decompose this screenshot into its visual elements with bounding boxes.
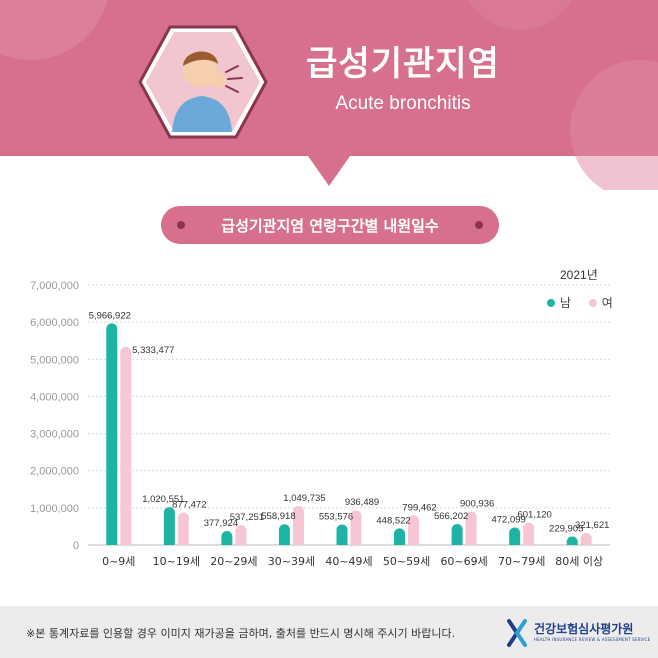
bar-chart: 0 1,000,000 2,000,000 3,000,000 4,000,000 5,0…	[30, 280, 610, 568]
x-tick-label: 0~9세	[102, 555, 135, 568]
bar-female	[465, 511, 477, 545]
chart-legend: 남 여	[547, 294, 613, 311]
value-label-female: 537,251	[230, 512, 264, 523]
x-tick-label: 30~39세	[268, 555, 315, 568]
value-label-male: 229,905	[549, 523, 583, 534]
bar-female	[350, 510, 362, 545]
bar-female	[408, 515, 420, 545]
bar-male	[394, 528, 406, 545]
chart-title: 급성기관지염 연령구간별 내원일수	[221, 217, 439, 235]
bar-female	[292, 506, 304, 545]
footer: ※본 통계자료를 인용할 경우 이미지 재가공을 금하며, 출처를 반드시 명시…	[0, 606, 658, 658]
y-tick-label: 5,000,000	[30, 354, 79, 366]
header-banner: 급성기관지염 Acute bronchitis	[0, 0, 658, 190]
bar-female	[177, 512, 189, 545]
y-tick-label: 4,000,000	[30, 391, 79, 403]
value-label-male: 377,924	[204, 518, 238, 529]
x-tick-label: 70~79세	[498, 555, 545, 568]
hira-logo-icon	[507, 619, 527, 647]
value-label-male: 566,202	[434, 511, 468, 522]
bar-male	[221, 530, 233, 545]
value-label-female: 321,621	[575, 520, 609, 531]
value-label-female: 1,049,735	[283, 493, 325, 504]
y-axis-ticks: 0 1,000,000 2,000,000 3,000,000 4,000,000 5,0…	[30, 280, 79, 552]
chart-title-pill: 급성기관지염 연령구간별 내원일수	[161, 206, 499, 244]
page-title-english: Acute bronchitis	[335, 93, 471, 114]
pill-dot-left	[177, 221, 185, 229]
bar-female	[120, 346, 132, 545]
bar-male	[336, 524, 348, 545]
value-label-female: 936,489	[345, 497, 379, 508]
year-label: 2021년	[560, 268, 598, 282]
x-tick-label: 50~59세	[383, 555, 430, 568]
y-tick-label: 3,000,000	[30, 429, 79, 441]
x-tick-label: 40~49세	[325, 555, 372, 568]
value-label-female: 877,472	[172, 499, 206, 510]
chart-bars	[106, 323, 592, 545]
coughing-person-icon	[138, 25, 268, 139]
bar-male	[163, 507, 175, 545]
value-label-male: 5,966,922	[89, 310, 131, 321]
legend-female-dot	[588, 298, 597, 307]
bar-male	[566, 536, 578, 545]
logo-name: 건강보험심사평가원	[534, 622, 634, 636]
x-tick-label: 60~69세	[440, 555, 487, 568]
pill-dot-right	[475, 221, 483, 229]
x-tick-label: 20~29세	[210, 555, 257, 568]
legend-male-dot	[547, 298, 555, 307]
value-label-female: 5,333,477	[132, 345, 174, 356]
value-label-male: 1,020,551	[142, 494, 184, 505]
value-label-female: 900,936	[460, 499, 494, 510]
x-tick-label: 10~19세	[153, 555, 200, 568]
y-tick-label: 6,000,000	[30, 317, 79, 329]
value-label-female: 601,120	[517, 510, 551, 521]
bar-female	[235, 525, 247, 545]
organization-logo: 건강보험심사평가원 HEALTH INSURANCE REVIEW & ASSE…	[506, 618, 650, 648]
bar-male	[451, 523, 463, 545]
legend-male-label: 남	[560, 296, 572, 310]
bar-male	[278, 524, 290, 545]
y-tick-label: 2,000,000	[30, 466, 79, 478]
y-tick-label: 0	[73, 540, 79, 552]
bar-male	[106, 323, 118, 545]
value-label-male: 553,576	[319, 511, 353, 522]
x-tick-label: 80세 이상	[555, 555, 603, 568]
chart-grid	[88, 284, 610, 546]
bar-female	[580, 533, 592, 545]
bar-male	[509, 527, 521, 545]
bar-female	[523, 522, 535, 545]
logo-subtitle: HEALTH INSURANCE REVIEW & ASSESSMENT SER…	[534, 637, 651, 642]
copyright-note: ※본 통계자료를 인용할 경우 이미지 재가공을 금하며, 출처를 반드시 명시…	[26, 627, 456, 640]
y-tick-label: 7,000,000	[30, 280, 79, 292]
value-label-female: 799,462	[402, 502, 436, 513]
legend-female-label: 여	[601, 296, 613, 310]
page-title: 급성기관지염	[306, 44, 500, 84]
value-label-male: 472,099	[491, 514, 525, 525]
y-tick-label: 1,000,000	[30, 503, 79, 515]
value-label-male: 448,522	[376, 515, 410, 526]
x-axis-ticks: 0~9세 10~19세 20~29세 30~39세 40~49세 50~59세 60~69세…	[102, 555, 603, 568]
value-label-male: 558,918	[261, 511, 295, 522]
